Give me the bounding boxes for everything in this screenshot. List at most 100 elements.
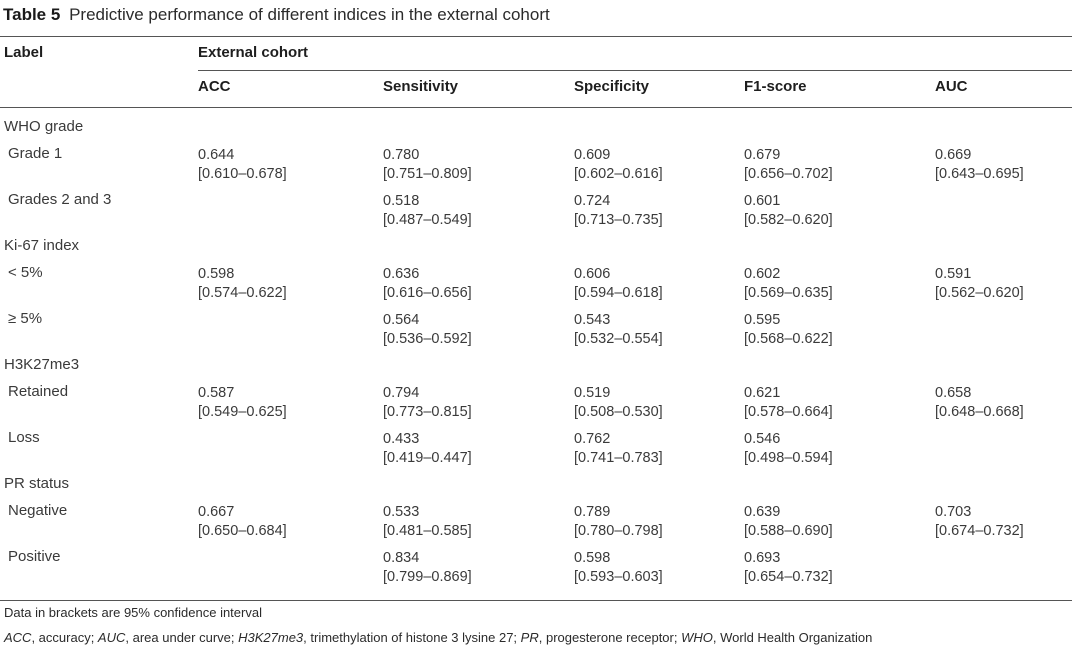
table-cell-auc: 0.658 [0.648–0.668]	[935, 384, 1024, 422]
bottom-rule	[0, 600, 1072, 601]
cell-ci: [0.674–0.732]	[935, 523, 1024, 539]
cell-ci: [0.481–0.585]	[383, 523, 472, 539]
table-cell-specificity: 0.598 [0.593–0.603]	[574, 549, 663, 587]
cell-value: 0.533	[383, 504, 420, 520]
cell-value: 0.518	[383, 193, 420, 209]
table-cell-f1-score: 0.639 [0.588–0.690]	[744, 503, 833, 541]
cell-value: 0.636	[383, 266, 420, 282]
cell-ci: [0.654–0.732]	[744, 569, 833, 585]
cell-value: 0.794	[383, 385, 420, 401]
column-header-f1-score: F1-score	[744, 78, 807, 95]
table-cell-sensitivity: 0.533 [0.481–0.585]	[383, 503, 472, 541]
top-rule	[0, 36, 1072, 37]
abbreviation-term: WHO	[681, 630, 713, 645]
cell-value: 0.595	[744, 312, 781, 328]
row-label: Grade 1	[8, 145, 63, 162]
table-cell-f1-score: 0.546 [0.498–0.594]	[744, 430, 833, 468]
cell-value: 0.598	[574, 550, 611, 566]
table-cell-sensitivity: 0.433 [0.419–0.447]	[383, 430, 472, 468]
table-cell-specificity: 0.762 [0.741–0.783]	[574, 430, 663, 468]
cell-ci: [0.532–0.554]	[574, 331, 663, 347]
table-cell-specificity: 0.543 [0.532–0.554]	[574, 311, 663, 349]
abbreviation-term: PR	[520, 630, 539, 645]
table-cell-sensitivity: 0.834 [0.799–0.869]	[383, 549, 472, 587]
cell-value: 0.606	[574, 266, 611, 282]
table-cell-specificity: 0.606 [0.594–0.618]	[574, 265, 663, 303]
table-cell-f1-score: 0.679 [0.656–0.702]	[744, 146, 833, 184]
group-title: PR status	[4, 475, 70, 492]
cell-value: 0.543	[574, 312, 611, 328]
cell-value: 0.587	[198, 385, 235, 401]
table-cell-f1-score: 0.621 [0.578–0.664]	[744, 384, 833, 422]
cell-value: 0.789	[574, 504, 611, 520]
table-cell-specificity: 0.609 [0.602–0.616]	[574, 146, 663, 184]
row-label: Positive	[8, 548, 61, 565]
footnote-abbreviations: ACC, accuracy; AUC, area under curve; H3…	[4, 630, 873, 645]
column-header-sensitivity: Sensitivity	[383, 78, 459, 95]
cell-ci: [0.610–0.678]	[198, 166, 287, 182]
cell-value: 0.693	[744, 550, 781, 566]
table-cell-f1-score: 0.601 [0.582–0.620]	[744, 192, 833, 230]
table-title: Predictive performance of different indi…	[69, 5, 550, 24]
row-label: Grades 2 and 3	[8, 191, 112, 208]
cell-ci: [0.508–0.530]	[574, 404, 663, 420]
cell-ci: [0.780–0.798]	[574, 523, 663, 539]
cell-ci: [0.569–0.635]	[744, 285, 833, 301]
table-cell-sensitivity: 0.794 [0.773–0.815]	[383, 384, 472, 422]
cell-value: 0.834	[383, 550, 420, 566]
cell-ci: [0.594–0.618]	[574, 285, 663, 301]
table-cell-sensitivity: 0.636 [0.616–0.656]	[383, 265, 472, 303]
cell-value: 0.669	[935, 147, 972, 163]
cell-ci: [0.650–0.684]	[198, 523, 287, 539]
header-rule	[0, 107, 1072, 108]
cell-ci: [0.713–0.735]	[574, 212, 663, 228]
table-cell-acc: 0.667 [0.650–0.684]	[198, 503, 287, 541]
row-label: Retained	[8, 383, 69, 400]
cell-value: 0.609	[574, 147, 611, 163]
cell-ci: [0.773–0.815]	[383, 404, 472, 420]
table-cell-specificity: 0.789 [0.780–0.798]	[574, 503, 663, 541]
table-number: Table 5	[3, 5, 61, 24]
group-title: H3K27me3	[4, 356, 80, 373]
footnote-ci: Data in brackets are 95% confidence inte…	[4, 605, 262, 620]
cell-value: 0.724	[574, 193, 611, 209]
table-cell-acc: 0.587 [0.549–0.625]	[198, 384, 287, 422]
cell-ci: [0.582–0.620]	[744, 212, 833, 228]
group-header: External cohort	[198, 44, 309, 61]
cell-ci: [0.498–0.594]	[744, 450, 833, 466]
cell-value: 0.602	[744, 266, 781, 282]
cell-value: 0.780	[383, 147, 420, 163]
table-cell-f1-score: 0.595 [0.568–0.622]	[744, 311, 833, 349]
table-cell-sensitivity: 0.564 [0.536–0.592]	[383, 311, 472, 349]
cell-ci: [0.616–0.656]	[383, 285, 472, 301]
cell-ci: [0.593–0.603]	[574, 569, 663, 585]
cell-ci: [0.799–0.869]	[383, 569, 472, 585]
cell-value: 0.546	[744, 431, 781, 447]
table-cell-auc: 0.669 [0.643–0.695]	[935, 146, 1024, 184]
row-label: < 5%	[8, 264, 43, 281]
group-title: WHO grade	[4, 118, 84, 135]
cell-ci: [0.751–0.809]	[383, 166, 472, 182]
cell-value: 0.598	[198, 266, 235, 282]
table-caption: Table 5 Predictive performance of differ…	[3, 5, 550, 25]
table-cell-sensitivity: 0.518 [0.487–0.549]	[383, 192, 472, 230]
cell-ci: [0.602–0.616]	[574, 166, 663, 182]
table-cell-acc: 0.644 [0.610–0.678]	[198, 146, 287, 184]
table-cell-f1-score: 0.602 [0.569–0.635]	[744, 265, 833, 303]
cell-value: 0.601	[744, 193, 781, 209]
cell-value: 0.658	[935, 385, 972, 401]
cell-value: 0.644	[198, 147, 235, 163]
table-cell-f1-score: 0.693 [0.654–0.732]	[744, 549, 833, 587]
cell-value: 0.703	[935, 504, 972, 520]
cell-value: 0.433	[383, 431, 420, 447]
cell-ci: [0.562–0.620]	[935, 285, 1024, 301]
cell-ci: [0.741–0.783]	[574, 450, 663, 466]
cell-ci: [0.536–0.592]	[383, 331, 472, 347]
cell-ci: [0.648–0.668]	[935, 404, 1024, 420]
cell-ci: [0.578–0.664]	[744, 404, 833, 420]
cell-ci: [0.574–0.622]	[198, 285, 287, 301]
row-label: Loss	[8, 429, 40, 446]
group-title: Ki-67 index	[4, 237, 80, 254]
row-label: ≥ 5%	[8, 310, 43, 327]
abbreviation-term: H3K27me3	[238, 630, 304, 645]
